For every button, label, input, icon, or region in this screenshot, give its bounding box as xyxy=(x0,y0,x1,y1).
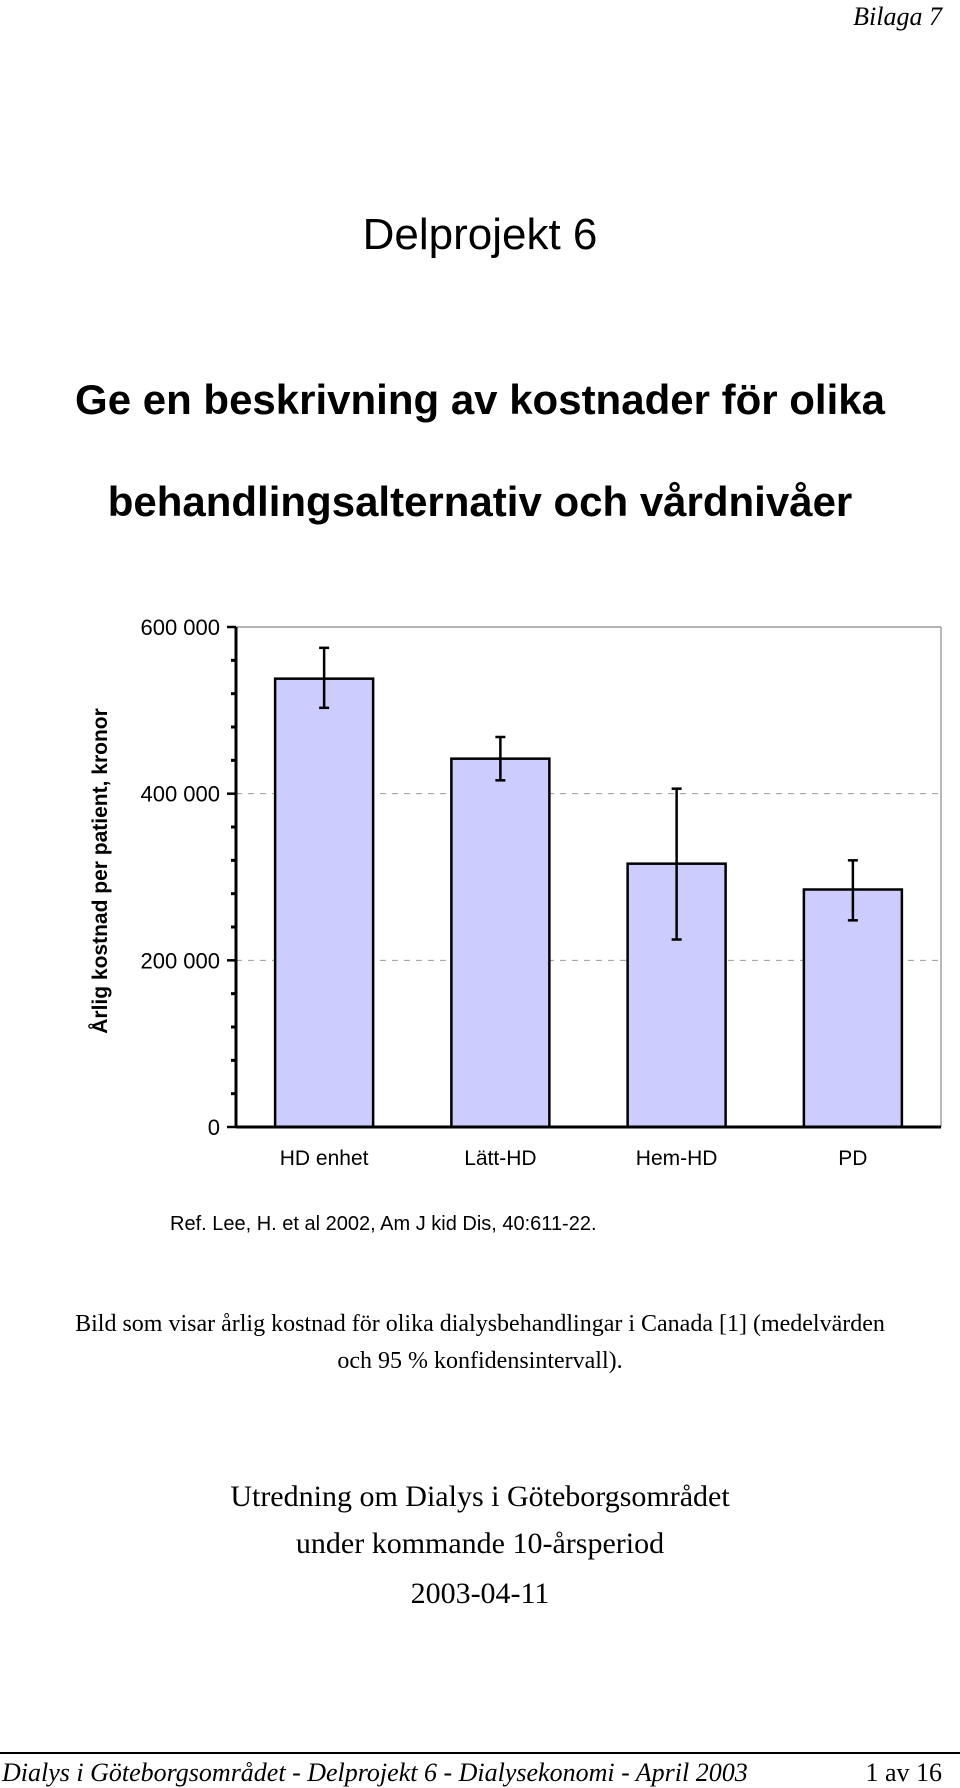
bar-1 xyxy=(273,677,375,1129)
chart-y-axis-label: Årlig kostnad per patient, kronor xyxy=(88,708,112,1034)
bar-2 xyxy=(450,757,551,1129)
y-tick-label: 200 000 xyxy=(140,948,220,973)
info-date: 2003-04-11 xyxy=(410,1577,550,1610)
chart-grid xyxy=(236,793,941,961)
heading-line-1: Ge en beskrivning av kostnader för olika xyxy=(75,376,885,423)
figure-caption: Bild som visar årlig kostnad för olika d… xyxy=(0,1306,960,1380)
chart-reference: Ref. Lee, H. et al 2002, Am J kid Dis, 4… xyxy=(170,1213,597,1235)
x-category-label: Hem-HD xyxy=(636,1147,718,1170)
chart-bars xyxy=(273,677,904,1129)
bar-4 xyxy=(802,888,904,1129)
header-label: Bilaga 7 xyxy=(853,2,942,31)
footer-page-number: 1 av 16 xyxy=(865,1758,942,1787)
footer-rule xyxy=(0,1752,960,1754)
chart-error-bars xyxy=(319,646,858,941)
x-category-label: PD xyxy=(838,1147,867,1170)
caption-line-1: Bild som visar årlig kostnad för olika d… xyxy=(75,1311,885,1337)
y-tick-label: 400 000 xyxy=(140,782,220,807)
caption-line-2: och 95 % konfidensintervall). xyxy=(337,1348,623,1374)
y-tick-label: 0 xyxy=(208,1115,220,1140)
x-category-label: HD enhet xyxy=(280,1147,369,1170)
y-tick-label: 600 000 xyxy=(140,615,220,640)
info-line-2: under kommande 10-årsperiod xyxy=(295,1527,665,1560)
x-category-label: Lätt-HD xyxy=(464,1147,536,1170)
heading-line-2: behandlingsalternativ och vårdnivåer xyxy=(107,478,853,525)
info-line-1: Utredning om Dialys i Göteborgsområdet xyxy=(230,1480,730,1513)
cost-bar-chart: 0 200 000 400 000 600 000 HD enhet Lätt-HD Hem… xyxy=(88,615,942,1170)
chart-labels: 0 200 000 400 000 600 000 HD enhet Lätt-HD Hem… xyxy=(140,615,867,1170)
document-title: Delprojekt 6 xyxy=(362,210,598,259)
chart-axes xyxy=(227,625,942,1129)
footer-text: Dialys i Göteborgsområdet - Delprojekt 6… xyxy=(2,1758,748,1787)
